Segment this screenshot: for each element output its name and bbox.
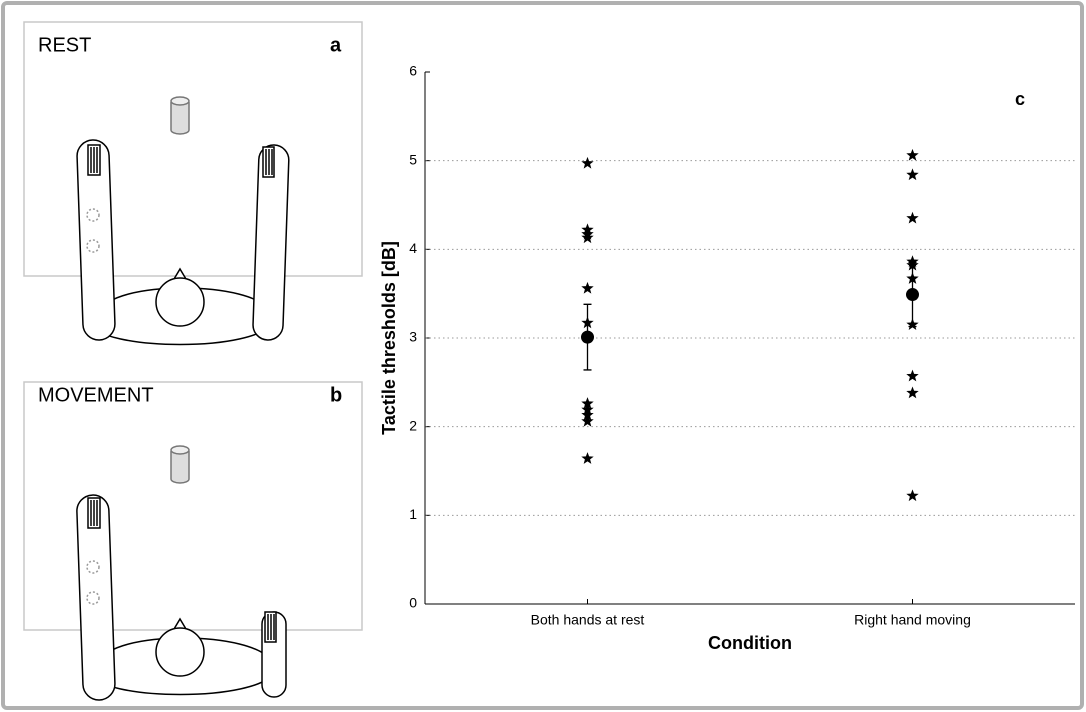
x-axis-label: Condition — [708, 633, 792, 653]
y-axis-label: Tactile thresholds [dB] — [379, 241, 399, 435]
panel-letter: b — [330, 384, 342, 406]
y-tick-label: 4 — [409, 240, 417, 256]
head — [156, 278, 204, 326]
panel-letter: c — [1015, 89, 1025, 109]
stimulator — [87, 240, 99, 252]
y-tick-label: 0 — [409, 595, 417, 611]
y-tick-label: 1 — [409, 506, 417, 522]
stimulator — [87, 592, 99, 604]
chart: REST a MOVEMENT b c Condition Tactile — [0, 0, 1086, 712]
mean-point — [581, 331, 594, 344]
panel-label: MOVEMENT — [38, 384, 154, 406]
head — [156, 628, 204, 676]
figure: REST a MOVEMENT b c Condition Tactile — [0, 0, 1086, 712]
y-tick-label: 6 — [409, 63, 417, 79]
x-tick-label: Both hands at rest — [531, 612, 645, 628]
panel-label: REST — [38, 34, 91, 56]
outer-frame — [3, 3, 1082, 708]
cylinder-top — [171, 97, 189, 105]
cylinder — [171, 102, 189, 134]
x-tick-label: Right hand moving — [854, 612, 971, 628]
mean-point — [906, 288, 919, 301]
y-tick-label: 3 — [409, 329, 417, 345]
panel-letter: a — [330, 34, 342, 56]
cylinder-top — [171, 446, 189, 454]
cylinder — [171, 451, 189, 483]
stimulator — [87, 561, 99, 573]
stimulator — [87, 209, 99, 221]
y-tick-label: 2 — [409, 417, 417, 433]
y-tick-label: 5 — [409, 151, 417, 167]
